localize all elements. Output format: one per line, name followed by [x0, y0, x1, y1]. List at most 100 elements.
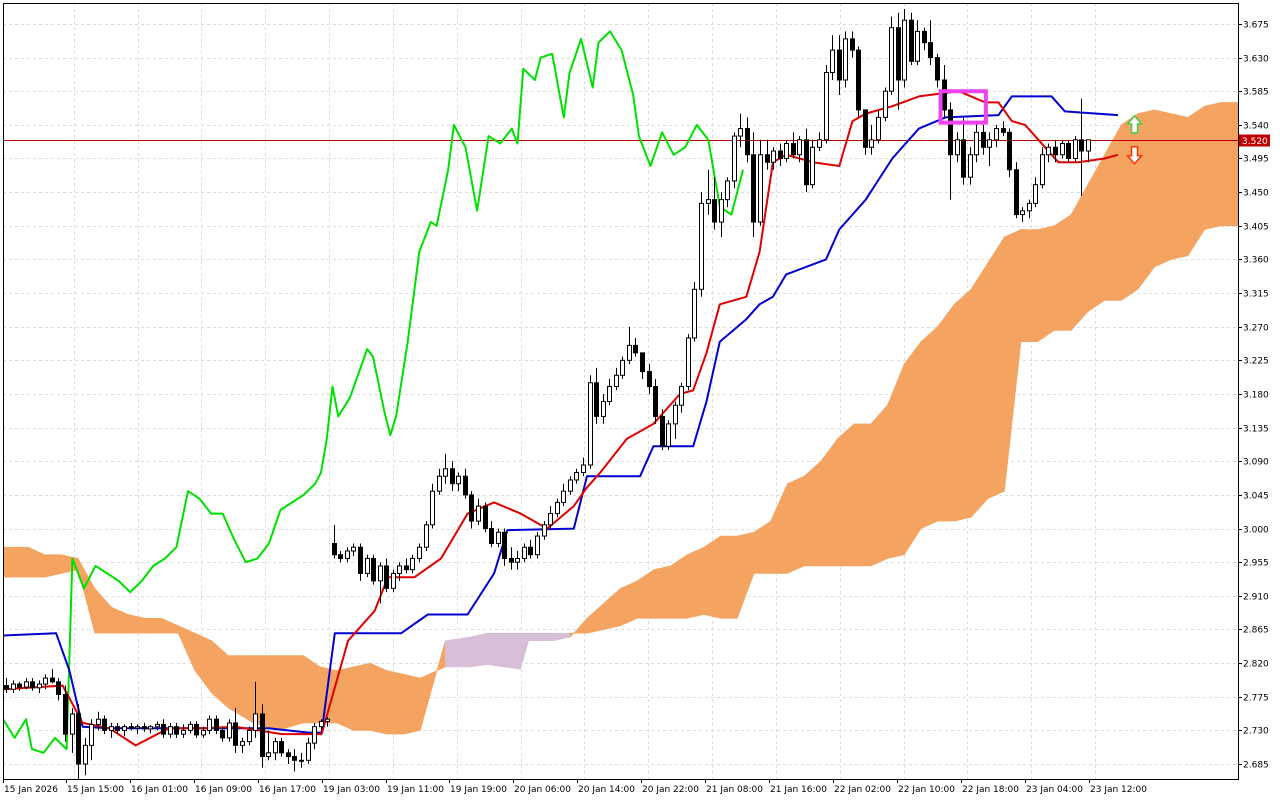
candle[interactable]: [614, 367, 619, 391]
candle[interactable]: [1053, 139, 1058, 163]
candle[interactable]: [810, 139, 815, 189]
candle[interactable]: [1033, 177, 1038, 208]
candle[interactable]: [515, 550, 520, 570]
candle[interactable]: [17, 681, 22, 691]
candle[interactable]: [732, 132, 737, 189]
candle[interactable]: [469, 491, 474, 529]
candle[interactable]: [935, 53, 940, 88]
candle[interactable]: [594, 367, 599, 424]
candle[interactable]: [253, 681, 258, 738]
candle[interactable]: [588, 375, 593, 469]
candle[interactable]: [509, 547, 514, 570]
candle[interactable]: [292, 749, 297, 772]
candle[interactable]: [640, 352, 645, 380]
candle[interactable]: [627, 326, 632, 365]
candle[interactable]: [574, 468, 579, 484]
candle[interactable]: [961, 117, 966, 185]
candle[interactable]: [771, 147, 776, 170]
candle[interactable]: [758, 139, 763, 226]
candle[interactable]: [489, 521, 494, 548]
candle[interactable]: [404, 558, 409, 574]
candle[interactable]: [207, 715, 212, 735]
candle[interactable]: [365, 554, 370, 578]
candle[interactable]: [63, 685, 68, 742]
candle[interactable]: [450, 461, 455, 492]
candle[interactable]: [96, 711, 101, 731]
candle[interactable]: [633, 337, 638, 357]
candle[interactable]: [135, 724, 140, 735]
candle[interactable]: [660, 408, 665, 451]
candle[interactable]: [70, 707, 75, 753]
candle[interactable]: [1086, 139, 1091, 163]
candle[interactable]: [233, 707, 238, 753]
candle[interactable]: [1027, 199, 1032, 219]
candle[interactable]: [325, 716, 330, 727]
candle[interactable]: [915, 20, 920, 66]
candle[interactable]: [286, 749, 291, 765]
candle[interactable]: [37, 680, 42, 694]
candle[interactable]: [24, 678, 29, 690]
candle[interactable]: [129, 722, 134, 731]
candle[interactable]: [338, 550, 343, 563]
candle[interactable]: [784, 139, 789, 163]
candle[interactable]: [522, 543, 527, 563]
candle[interactable]: [476, 498, 481, 525]
candle[interactable]: [161, 719, 166, 738]
candle[interactable]: [50, 669, 55, 684]
candle[interactable]: [168, 722, 173, 738]
candle[interactable]: [896, 12, 901, 110]
candle[interactable]: [974, 121, 979, 163]
candle[interactable]: [745, 117, 750, 163]
candle[interactable]: [1079, 98, 1084, 196]
candle[interactable]: [765, 139, 770, 170]
candle[interactable]: [719, 192, 724, 237]
candle[interactable]: [299, 752, 304, 768]
candle[interactable]: [791, 132, 796, 159]
candle[interactable]: [869, 124, 874, 155]
candle[interactable]: [260, 704, 265, 768]
candle[interactable]: [109, 722, 114, 738]
candle[interactable]: [883, 87, 888, 122]
candle[interactable]: [673, 401, 678, 439]
candle[interactable]: [306, 737, 311, 765]
candle[interactable]: [102, 715, 107, 735]
candle[interactable]: [43, 674, 48, 690]
candle[interactable]: [679, 382, 684, 413]
candle[interactable]: [955, 132, 960, 163]
candle[interactable]: [240, 737, 245, 753]
candle[interactable]: [247, 726, 252, 746]
candle[interactable]: [1066, 139, 1071, 163]
candle[interactable]: [797, 136, 802, 163]
candle[interactable]: [876, 109, 881, 144]
candle[interactable]: [686, 334, 691, 391]
candle[interactable]: [902, 8, 907, 88]
candle[interactable]: [1073, 136, 1078, 163]
candle[interactable]: [850, 31, 855, 58]
candle[interactable]: [115, 722, 120, 735]
candle[interactable]: [1014, 162, 1019, 219]
candle[interactable]: [1046, 143, 1051, 163]
candle[interactable]: [863, 109, 868, 155]
candle[interactable]: [607, 379, 612, 406]
candle[interactable]: [220, 726, 225, 742]
candle[interactable]: [345, 547, 350, 563]
candle[interactable]: [312, 722, 317, 750]
candle[interactable]: [214, 715, 219, 735]
candle[interactable]: [378, 562, 383, 604]
candle[interactable]: [647, 364, 652, 394]
candle[interactable]: [692, 281, 697, 342]
candle[interactable]: [725, 177, 730, 208]
candle[interactable]: [666, 420, 671, 451]
candle[interactable]: [1060, 139, 1065, 159]
candle[interactable]: [994, 124, 999, 148]
candle[interactable]: [410, 554, 415, 574]
candle[interactable]: [824, 65, 829, 144]
candle[interactable]: [542, 521, 547, 540]
candle[interactable]: [273, 737, 278, 761]
candle[interactable]: [148, 725, 153, 734]
candle[interactable]: [706, 169, 711, 215]
candle[interactable]: [843, 31, 848, 88]
candle[interactable]: [620, 356, 625, 380]
candle[interactable]: [194, 721, 199, 738]
candle[interactable]: [502, 528, 507, 566]
